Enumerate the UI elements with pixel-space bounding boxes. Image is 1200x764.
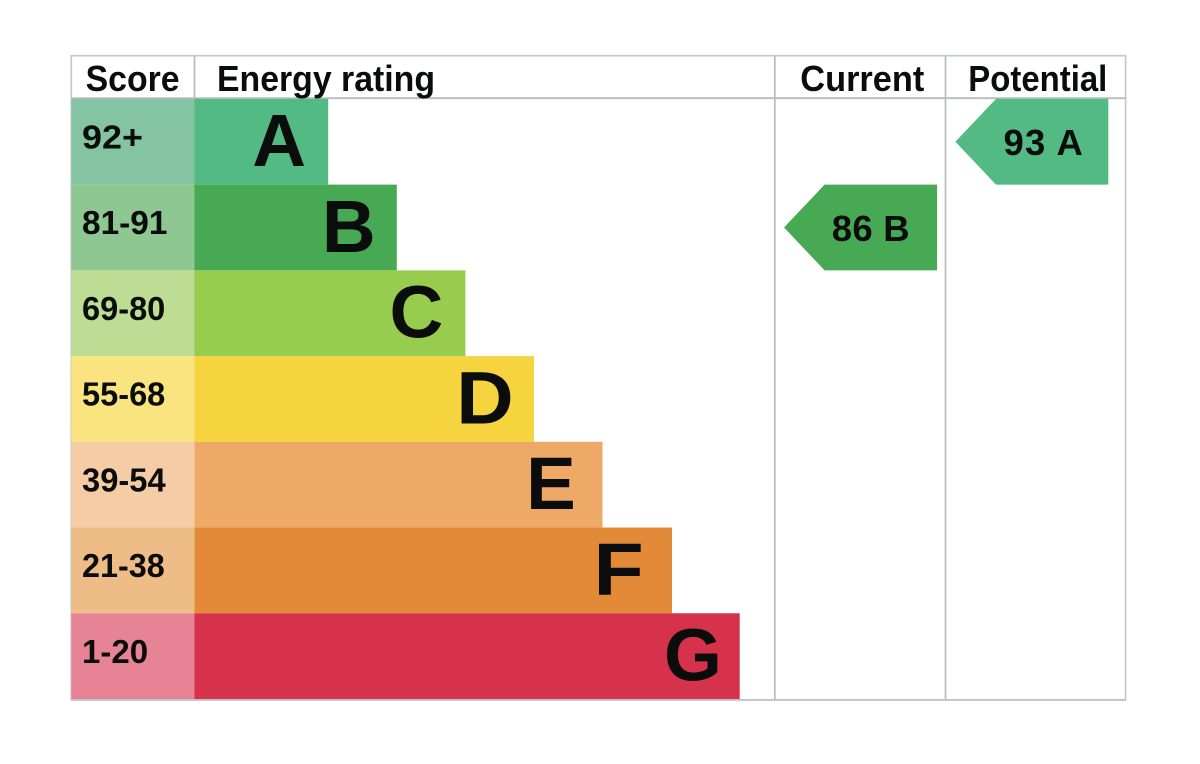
svg-text:Potential: Potential <box>968 58 1107 99</box>
svg-text:Energy rating: Energy rating <box>217 58 435 99</box>
svg-text:86 B: 86 B <box>832 208 910 249</box>
svg-text:92+: 92+ <box>82 119 143 156</box>
svg-text:C: C <box>389 271 443 354</box>
svg-text:39-54: 39-54 <box>82 462 166 499</box>
svg-text:81-91: 81-91 <box>82 205 167 242</box>
svg-text:G: G <box>664 614 722 697</box>
svg-text:A: A <box>252 99 306 182</box>
svg-text:69-80: 69-80 <box>82 291 165 328</box>
svg-text:Current: Current <box>800 58 924 99</box>
svg-text:1-20: 1-20 <box>82 634 148 671</box>
svg-text:D: D <box>456 356 513 439</box>
svg-text:21-38: 21-38 <box>82 548 165 585</box>
svg-text:Score: Score <box>86 58 180 99</box>
svg-text:B: B <box>322 185 376 268</box>
svg-text:55-68: 55-68 <box>82 377 165 414</box>
svg-text:F: F <box>594 528 644 611</box>
svg-text:E: E <box>526 442 576 525</box>
svg-text:93 A: 93 A <box>1004 122 1083 163</box>
